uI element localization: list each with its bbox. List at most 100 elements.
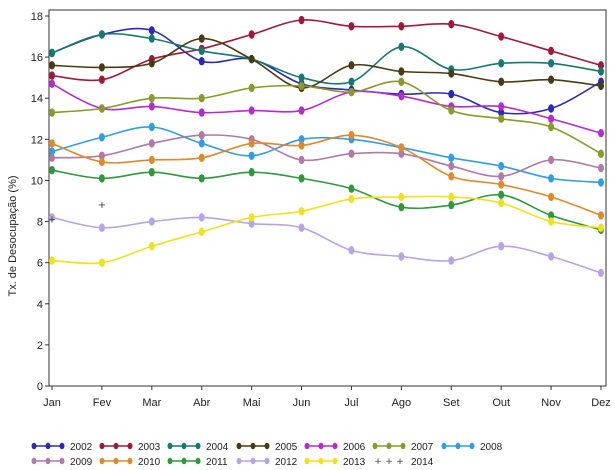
legend-marker — [250, 457, 256, 465]
series-point — [148, 102, 155, 111]
series-line — [51, 216, 602, 274]
series-point — [348, 184, 355, 193]
series-point — [598, 61, 604, 70]
legend-item: 2010 — [99, 457, 161, 468]
legend-item: 2011 — [167, 457, 228, 468]
series-line — [51, 32, 602, 85]
series-point — [49, 153, 55, 163]
series-point — [49, 147, 55, 156]
series-point — [49, 48, 55, 58]
series-point — [498, 59, 505, 68]
series-point — [398, 202, 405, 212]
series-point — [398, 252, 405, 261]
series-2007 — [49, 77, 604, 158]
legend-item: 2005 — [236, 442, 298, 453]
series-lines: ++ — [48, 15, 604, 278]
series-point — [498, 161, 505, 171]
series-line — [51, 126, 602, 184]
series-point — [598, 178, 604, 187]
x-tick-label: Nov — [541, 397, 561, 409]
y-tick-label: 12 — [31, 134, 43, 146]
series-line — [51, 134, 602, 178]
series-point — [598, 149, 604, 158]
y-axis-label: Tx. de Desocupação (%) — [7, 175, 19, 296]
series-2002 — [49, 26, 604, 117]
series-point — [148, 139, 155, 148]
series-point — [98, 30, 105, 39]
legend-marker — [113, 442, 119, 450]
x-tick-label: Mar — [142, 397, 161, 409]
series-point — [548, 46, 555, 56]
legend-marker — [332, 442, 338, 450]
series-point — [248, 54, 255, 64]
series-point — [548, 122, 555, 132]
series-point — [448, 20, 455, 29]
series-point — [98, 104, 105, 113]
series-point — [248, 213, 255, 222]
series-point — [148, 94, 155, 103]
series-line — [51, 83, 602, 134]
series-point — [348, 131, 355, 140]
legend-label: 2013 — [343, 457, 366, 468]
legend-marker — [31, 457, 37, 465]
x-tick-label: Fev — [93, 397, 112, 409]
legend-marker — [127, 457, 133, 465]
x-tick-label: Dez — [591, 397, 611, 409]
series-point — [498, 32, 505, 41]
series-point — [448, 161, 455, 171]
legend-item: 2007 — [372, 442, 434, 453]
series-point — [98, 151, 105, 160]
series-point — [148, 59, 155, 68]
series-line — [51, 169, 602, 231]
series-point — [98, 223, 105, 232]
series-point — [298, 223, 305, 232]
series-line — [51, 195, 602, 265]
y-tick-label: 18 — [31, 11, 43, 23]
legend-label: 2011 — [206, 457, 228, 468]
series-point — [548, 59, 555, 68]
series-point — [49, 139, 55, 148]
series-point — [148, 34, 155, 43]
legend-marker — [469, 442, 475, 450]
series-point — [548, 252, 555, 261]
legend-marker — [372, 442, 378, 450]
series-point — [49, 61, 55, 70]
plot-frame — [48, 9, 607, 387]
legend-label: 2005 — [275, 442, 298, 453]
legend-item: 2008 — [441, 442, 503, 453]
series-point — [348, 246, 355, 255]
legend-marker — [455, 442, 461, 450]
series-point — [548, 75, 555, 84]
legend-marker — [386, 442, 392, 450]
series-point — [348, 194, 355, 204]
legend-marker — [127, 442, 133, 450]
legend-item: 2002 — [31, 442, 93, 453]
legend-marker — [236, 457, 242, 465]
series-point — [348, 22, 355, 31]
series-point — [548, 155, 555, 165]
series-point — [248, 151, 255, 160]
legend-label: 2004 — [206, 442, 229, 453]
series-point — [198, 213, 205, 222]
series-point — [548, 192, 555, 202]
series-point — [248, 106, 255, 115]
series-point — [598, 163, 604, 173]
series-2008 — [49, 122, 604, 187]
series-point — [298, 174, 305, 183]
series-point — [348, 61, 355, 70]
legend-marker — [31, 442, 37, 450]
series-point — [148, 242, 155, 251]
series-point — [198, 34, 205, 43]
legend-label: 2007 — [411, 442, 434, 453]
series-point — [98, 63, 105, 72]
legend-marker — [167, 442, 173, 450]
series-point — [548, 174, 555, 183]
series-point — [198, 57, 205, 66]
legend-marker — [441, 442, 447, 450]
series-point — [148, 26, 155, 35]
series-point — [498, 108, 505, 117]
x-tick-label: Jul — [344, 397, 358, 409]
legend-marker — [45, 457, 51, 465]
legend-marker — [167, 457, 173, 465]
legend-marker — [264, 457, 270, 465]
